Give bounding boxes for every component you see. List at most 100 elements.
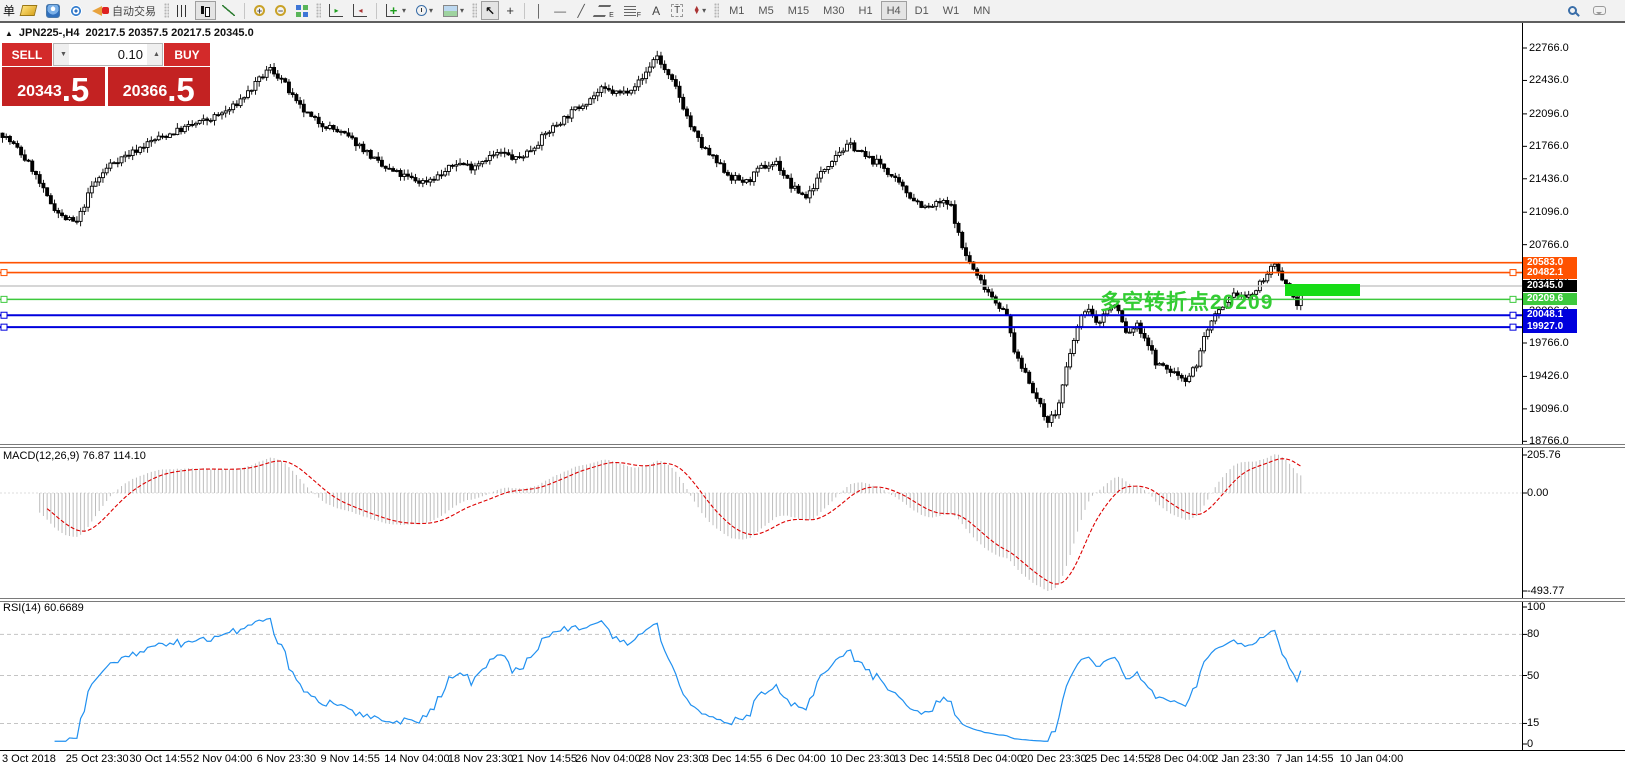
line-handle[interactable] (1509, 269, 1517, 277)
timeframe-group: M1 M5 M15 M30 H1 H4 D1 W1 MN (723, 1, 996, 20)
candlestick-chart-button[interactable] (195, 1, 217, 20)
x-axis-date-label: 10 Jan 04:00 (1339, 753, 1404, 765)
buy-button[interactable]: BUY (164, 43, 210, 66)
vertical-line-button[interactable]: │ (530, 1, 548, 20)
new-chart-button[interactable]: + ▾ (382, 1, 410, 20)
rsi-panel (0, 617, 1522, 742)
zoom-in-icon: + (254, 5, 266, 16)
toolbar-grip[interactable] (472, 3, 478, 18)
line-handle[interactable] (1509, 311, 1517, 319)
chat-icon[interactable] (1593, 6, 1606, 15)
price-axis-tick: 22096.0 (1529, 107, 1569, 120)
cursor-icon: ↖ (485, 3, 496, 18)
horizontal-line-icon: — (554, 3, 567, 18)
community-button[interactable] (42, 1, 64, 20)
timeframe-d1[interactable]: D1 (914, 4, 929, 17)
chart-annotation-text[interactable]: 多空转折点20209 (1100, 291, 1274, 314)
timeframe-m5[interactable]: M5 (758, 4, 774, 17)
timeframe-m15[interactable]: M15 (787, 4, 810, 17)
x-axis-date-label: 2 Nov 04:00 (193, 753, 253, 765)
macd-signal-line (46, 458, 1302, 585)
toolbar-grip[interactable] (316, 3, 322, 18)
chart-shift-button[interactable]: ◂ (349, 1, 371, 20)
price-axis-tick: 22436.0 (1529, 74, 1569, 87)
chevron-down-icon: ▾ (429, 6, 434, 15)
arrows-icon: ▲ ▼ (693, 4, 701, 16)
toolbar-separator (376, 2, 378, 19)
zoom-out-button[interactable]: − (271, 1, 290, 20)
signals-button[interactable] (66, 1, 86, 20)
buy-price-display[interactable]: 20366 .5 (107, 67, 210, 106)
trendline-button[interactable]: ╱ (572, 1, 590, 20)
x-axis-date-label: 26 Nov 04:00 (575, 753, 641, 765)
line-handle[interactable] (1509, 323, 1517, 331)
line-chart-button[interactable] (218, 1, 239, 20)
sell-price-display[interactable]: 20343 .5 (2, 67, 105, 106)
line-handle[interactable] (1509, 295, 1517, 303)
timeframe-h4[interactable]: H4 (880, 1, 907, 20)
macd-panel-separator[interactable] (0, 444, 1625, 448)
collapse-arrow-icon[interactable]: ▲ (5, 28, 13, 38)
periods-button[interactable]: ▾ (412, 1, 437, 20)
line-handle[interactable] (0, 295, 8, 303)
rsi-axis-tick: 15 (1527, 717, 1540, 730)
x-axis-date-label: 18 Dec 04:00 (957, 753, 1023, 765)
toolbar-separator (524, 2, 526, 19)
timeframe-h1[interactable]: H1 (858, 4, 873, 17)
auto-scroll-button[interactable]: ▸ (325, 1, 347, 20)
line-handle[interactable] (0, 323, 8, 331)
arrows-button[interactable]: ▲ ▼ ▾ (689, 1, 710, 20)
x-axis-date-label: 9 Nov 14:55 (320, 753, 380, 765)
x-axis-date-label: 25 Oct 23:30 (65, 753, 129, 765)
search-icon[interactable] (1568, 6, 1577, 15)
auto-trading-button[interactable]: 自动交易 (88, 1, 160, 20)
auto-trading-status-icon (102, 7, 110, 14)
level-price-tag: 19927.0 (1523, 321, 1577, 334)
macd-histogram (0, 454, 1522, 591)
timeframe-w1[interactable]: W1 (942, 4, 960, 17)
x-axis-date-label: 25 Dec 14:55 (1084, 753, 1151, 765)
timeframe-m1[interactable]: M1 (729, 4, 745, 17)
toolbar-grip[interactable] (714, 3, 720, 18)
price-axis-tick: 21436.0 (1529, 172, 1569, 185)
rsi-axis-tick: 100 (1527, 601, 1546, 613)
ohlc-values: 20217.5 20357.5 20217.5 20345.0 (85, 27, 254, 39)
gold-cube-icon (19, 5, 38, 16)
price-axis-tick: 19426.0 (1529, 370, 1569, 383)
text-label-button[interactable]: T (667, 1, 687, 20)
timeframe-mn[interactable]: MN (973, 4, 991, 17)
highlight-rectangle[interactable] (1285, 284, 1360, 296)
text-button[interactable]: A (647, 1, 665, 20)
line-handle[interactable] (0, 311, 8, 319)
line-handle[interactable] (0, 269, 8, 277)
new-order-button[interactable]: 单 (3, 4, 16, 18)
sell-button[interactable]: SELL (2, 43, 52, 66)
volume-increase-button[interactable]: ▲ (147, 44, 162, 65)
crosshair-icon: + (506, 3, 514, 18)
fibonacci-icon (623, 5, 636, 16)
channel-button[interactable]: E (592, 1, 618, 20)
cursor-button[interactable]: ↖ (481, 1, 500, 20)
megaphone-icon (92, 5, 103, 16)
templates-button[interactable]: ▾ (439, 1, 468, 20)
x-axis-date-label: 18 Nov 23:30 (447, 753, 514, 765)
zoom-out-icon: − (275, 5, 287, 16)
fibonacci-button[interactable]: F (620, 1, 645, 20)
chart-window-button[interactable] (17, 1, 40, 20)
x-axis-date-label: 14 Nov 04:00 (384, 753, 450, 765)
toolbar-grip[interactable] (164, 3, 170, 18)
volume-input[interactable] (69, 44, 147, 65)
text-icon: A (652, 3, 661, 18)
volume-decrease-button[interactable]: ▼ (54, 44, 69, 65)
timeframe-m30[interactable]: M30 (823, 4, 845, 17)
bar-chart-button[interactable] (173, 1, 193, 20)
rsi-panel-separator[interactable] (0, 598, 1625, 602)
macd-axis-tick: 0.00 (1527, 487, 1549, 499)
zoom-in-button[interactable]: + (250, 1, 269, 20)
auto-scroll-icon: ▸ (329, 4, 344, 17)
horizontal-line-button[interactable]: — (550, 1, 570, 20)
tile-windows-button[interactable] (292, 1, 312, 20)
x-axis-date-label: 20 Dec 23:30 (1021, 753, 1087, 765)
crosshair-button[interactable]: + (501, 1, 519, 20)
